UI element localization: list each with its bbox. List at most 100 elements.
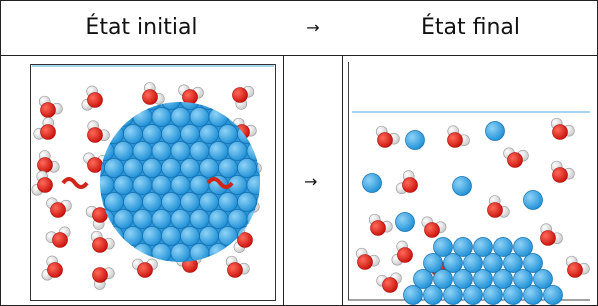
sphere (181, 159, 200, 178)
water-molecule (39, 96, 62, 117)
sphere (474, 238, 493, 257)
sphere (124, 193, 143, 212)
sphere (171, 142, 190, 161)
sphere (105, 193, 124, 212)
sphere (247, 210, 266, 229)
water-molecule (377, 273, 402, 293)
oxygen (138, 263, 153, 278)
water-molecule (392, 241, 413, 265)
header-cell: → (283, 0, 343, 55)
sphere (133, 176, 152, 195)
sphere (162, 159, 181, 178)
water-molecule (42, 256, 63, 280)
oxygen (553, 168, 568, 183)
sphere (474, 270, 493, 289)
oxygen (228, 263, 243, 278)
oxygen (383, 278, 398, 293)
oxygen (41, 103, 56, 118)
header-cell: État final (343, 0, 598, 55)
sphere (524, 286, 543, 305)
sphere (162, 227, 181, 246)
sphere (105, 159, 124, 178)
sphere (114, 244, 133, 263)
sphere (162, 125, 181, 144)
water-molecule (422, 217, 446, 238)
water-molecule (396, 171, 417, 194)
water-molecule (93, 268, 115, 290)
sphere (247, 108, 266, 127)
sphere (219, 193, 238, 212)
sphere (444, 254, 463, 273)
sphere (257, 193, 276, 212)
sphere (209, 142, 228, 161)
oxygen (88, 158, 103, 173)
oxygen (425, 223, 440, 238)
sphere (247, 142, 266, 161)
sphere (444, 286, 463, 305)
water-molecule (233, 86, 254, 109)
sphere (152, 142, 171, 161)
sphere (171, 176, 190, 195)
oxygen (541, 231, 556, 246)
sphere (238, 193, 257, 212)
crystal (86, 91, 286, 263)
sphere (162, 193, 181, 212)
sphere (257, 125, 276, 144)
sphere (464, 254, 483, 273)
header-cell: État initial (0, 0, 283, 55)
sphere (219, 125, 238, 144)
sphere (152, 210, 171, 229)
sphere (124, 91, 143, 110)
sphere (114, 176, 133, 195)
sphere (406, 131, 425, 150)
water-molecule (551, 118, 574, 139)
sphere (143, 227, 162, 246)
water-molecule (82, 86, 103, 110)
water-molecule (91, 231, 114, 252)
oxygen (371, 221, 386, 236)
water-molecule (46, 227, 70, 248)
sphere (143, 159, 162, 178)
squiggle (63, 179, 87, 187)
sphere (228, 142, 247, 161)
sphere (143, 125, 162, 144)
oxygen (553, 125, 568, 140)
sphere (181, 125, 200, 144)
oxygen (51, 203, 66, 218)
sphere (152, 108, 171, 127)
water-molecule (504, 148, 529, 168)
oxygen (488, 203, 503, 218)
sphere (257, 91, 276, 110)
sphere (190, 176, 209, 195)
sphere (524, 254, 543, 273)
sphere (247, 244, 266, 263)
sphere (171, 244, 190, 263)
sphere (454, 238, 473, 257)
sphere (114, 108, 133, 127)
oxygen (38, 158, 53, 173)
sphere (363, 174, 382, 193)
sphere (181, 227, 200, 246)
sphere (200, 193, 219, 212)
sphere (219, 227, 238, 246)
sphere (504, 286, 523, 305)
sphere (464, 286, 483, 305)
sphere (200, 227, 219, 246)
sphere (133, 142, 152, 161)
oxygen (53, 233, 68, 248)
sphere (124, 125, 143, 144)
sphere (486, 122, 505, 141)
water-molecule (376, 126, 399, 147)
oxygen (398, 248, 413, 263)
sphere (434, 238, 453, 257)
water-molecule (356, 248, 379, 269)
oxygen (41, 125, 56, 140)
sphere (524, 191, 543, 210)
oxygen (38, 178, 53, 193)
sphere (95, 142, 114, 161)
sphere (190, 108, 209, 127)
sphere (209, 210, 228, 229)
oxygen (93, 238, 108, 253)
sphere (504, 254, 523, 273)
water-molecule (143, 83, 165, 105)
